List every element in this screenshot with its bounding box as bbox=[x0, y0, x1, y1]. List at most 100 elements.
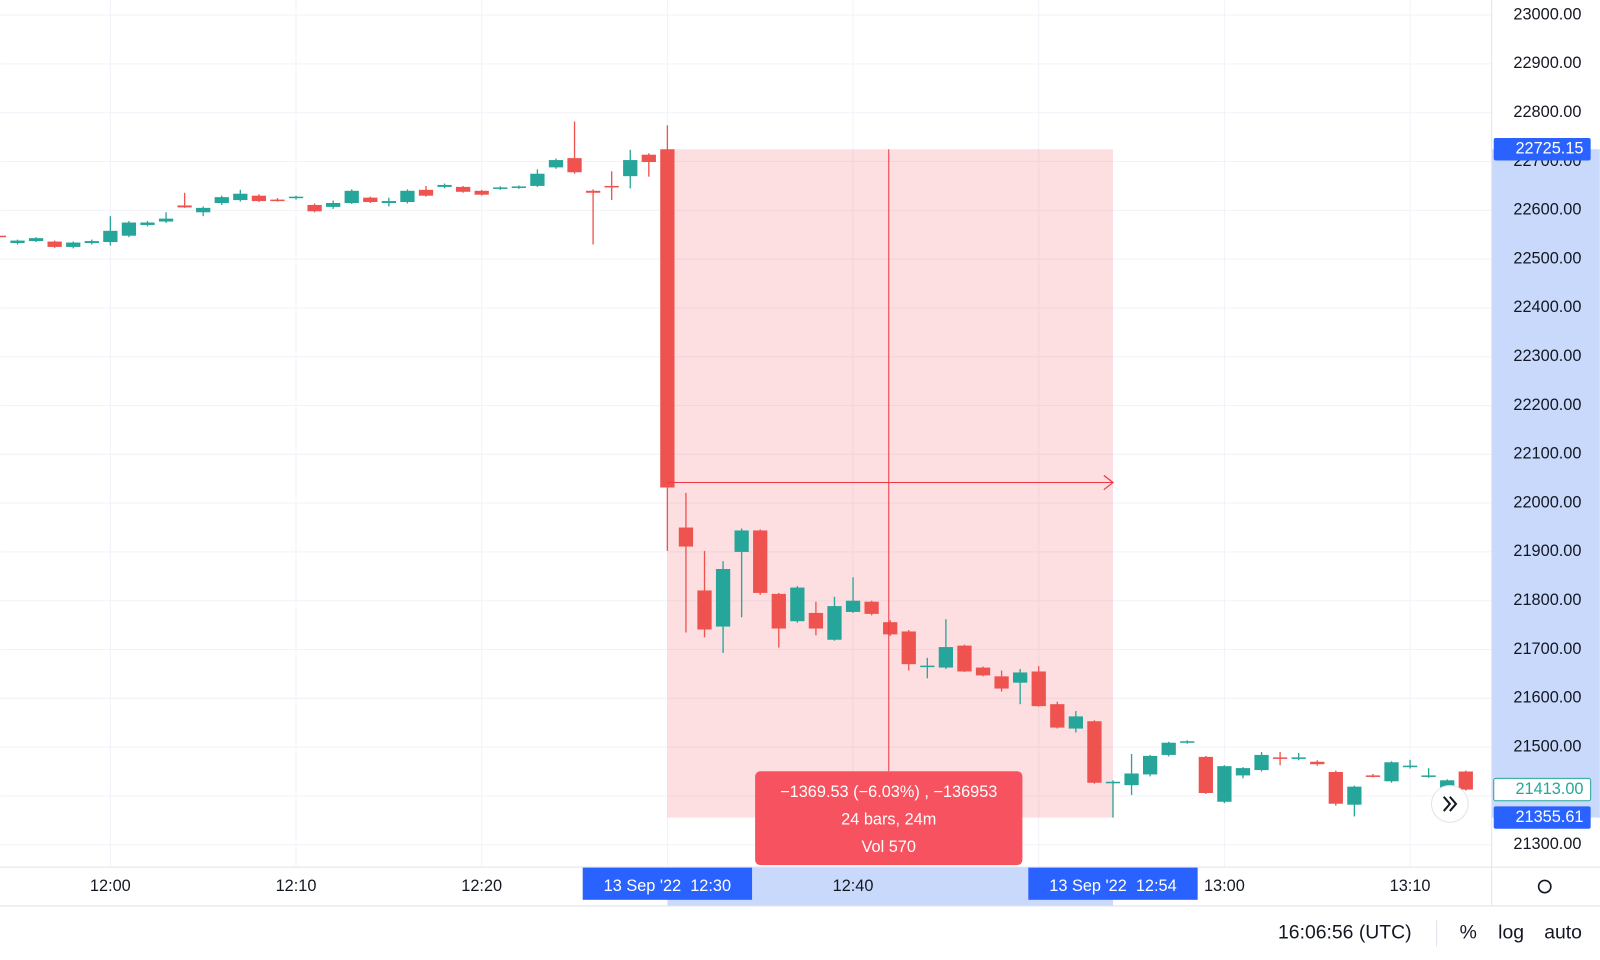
candle-body bbox=[715, 568, 731, 627]
candle-body bbox=[827, 606, 842, 640]
price-label-box bbox=[1493, 138, 1591, 161]
candle-body bbox=[975, 667, 991, 676]
y-tick-label: 22500.00 bbox=[1513, 249, 1581, 267]
candle-body bbox=[1272, 757, 1288, 759]
candle-body bbox=[697, 590, 712, 630]
measure-arrowhead bbox=[1103, 474, 1114, 491]
candle-body bbox=[493, 187, 508, 189]
candle-body bbox=[418, 189, 434, 196]
candle-body bbox=[567, 158, 582, 173]
measure-area bbox=[667, 149, 1113, 818]
auto-button[interactable]: auto bbox=[1544, 922, 1582, 944]
range-label: 13 Sep '22 12:30 bbox=[604, 877, 731, 895]
candle-body bbox=[790, 587, 805, 622]
candle-body bbox=[938, 647, 954, 668]
candle-body bbox=[196, 207, 211, 213]
y-tick-label: 21900.00 bbox=[1513, 542, 1581, 560]
log-button[interactable]: log bbox=[1498, 922, 1524, 944]
candle-body bbox=[1013, 672, 1028, 683]
y-tick-label: 22900.00 bbox=[1513, 54, 1581, 72]
candle-body bbox=[1310, 761, 1325, 765]
y-tick-label: 21300.00 bbox=[1513, 835, 1581, 853]
settings-icon[interactable] bbox=[1537, 879, 1552, 894]
candle-body bbox=[1050, 704, 1065, 728]
measure-line: Vol 570 bbox=[862, 838, 916, 856]
price-label: 21413.00 bbox=[1515, 780, 1583, 798]
candle-body bbox=[47, 241, 62, 247]
candle-body bbox=[1068, 716, 1084, 729]
y-tick-label: 22400.00 bbox=[1513, 298, 1581, 316]
candle-body bbox=[1142, 755, 1158, 775]
candle-body bbox=[1235, 768, 1251, 776]
candle-body bbox=[1458, 771, 1473, 790]
clock: 16:06:56 (UTC) bbox=[1278, 922, 1412, 944]
candle-body bbox=[845, 600, 861, 612]
x-tick-label: 12:00 bbox=[90, 877, 131, 895]
x-tick-label: 13:00 bbox=[1204, 877, 1245, 895]
candle-body bbox=[1384, 762, 1399, 782]
candle-body bbox=[548, 160, 564, 168]
candle-body bbox=[1087, 721, 1102, 783]
candle-body bbox=[177, 205, 192, 208]
x-tick-label: 12:10 bbox=[276, 877, 317, 895]
y-tick-label: 22100.00 bbox=[1513, 445, 1581, 463]
y-tick-label: 22200.00 bbox=[1513, 396, 1581, 414]
plot bbox=[0, 121, 1473, 818]
candle-body bbox=[1291, 757, 1306, 759]
candle-body bbox=[140, 222, 155, 225]
measure-line: −1369.53 (−6.03%) , −136953 bbox=[780, 783, 997, 801]
y-tick-label: 22300.00 bbox=[1513, 347, 1581, 365]
y-tick-label: 21600.00 bbox=[1513, 689, 1581, 707]
candle-body bbox=[381, 201, 397, 204]
price-label-box bbox=[1493, 777, 1592, 802]
candle-body bbox=[901, 631, 916, 665]
gear[interactable] bbox=[1537, 879, 1552, 894]
candle-body bbox=[883, 622, 898, 635]
candle-body bbox=[214, 197, 229, 204]
candle-body bbox=[660, 149, 675, 488]
candle-body bbox=[251, 195, 267, 202]
candle-body bbox=[734, 530, 749, 552]
candle-body bbox=[1161, 742, 1176, 755]
candle-body bbox=[1124, 773, 1139, 786]
candle-body bbox=[753, 530, 768, 593]
scroll-button[interactable] bbox=[1430, 785, 1469, 823]
y-tick-label: 23000.00 bbox=[1513, 5, 1581, 23]
candle-body bbox=[437, 184, 452, 187]
candle-body bbox=[530, 173, 545, 186]
y-tick-label: 22800.00 bbox=[1513, 103, 1581, 121]
candle-body bbox=[121, 222, 137, 236]
candle-body bbox=[1217, 766, 1232, 802]
overlay: 21300.0021400.0021500.0021600.0021700.00… bbox=[90, 5, 1592, 900]
scroll-arrows bbox=[1442, 796, 1458, 812]
candle-body bbox=[920, 665, 935, 668]
candle-body bbox=[1421, 775, 1436, 777]
y-tick-label: 21800.00 bbox=[1513, 591, 1581, 609]
candle-body bbox=[678, 527, 694, 547]
candle-body bbox=[28, 238, 44, 242]
measure-tooltip bbox=[755, 771, 1023, 866]
candle-body bbox=[233, 193, 248, 201]
candle-body bbox=[623, 160, 638, 177]
measure-line: 24 bars, 24m bbox=[841, 811, 936, 829]
candle-body bbox=[344, 190, 359, 204]
candle-body bbox=[10, 240, 25, 244]
price-label: 22725.15 bbox=[1515, 140, 1583, 158]
y-tick-label: 21700.00 bbox=[1513, 640, 1581, 658]
candle-body bbox=[363, 197, 378, 203]
background bbox=[0, 0, 1600, 906]
candle-body bbox=[771, 593, 786, 629]
candle-body bbox=[1402, 765, 1418, 768]
candle-body bbox=[0, 235, 7, 238]
candle-body bbox=[474, 190, 489, 195]
x-tick-label: 12:40 bbox=[833, 877, 874, 895]
candle-body bbox=[604, 185, 619, 188]
percent-button[interactable]: % bbox=[1460, 922, 1477, 944]
candle-body bbox=[400, 190, 415, 203]
candle-body bbox=[326, 203, 341, 207]
y-tick-label: 22600.00 bbox=[1513, 201, 1581, 219]
candle-body bbox=[307, 204, 322, 212]
candle-body bbox=[1031, 671, 1046, 707]
